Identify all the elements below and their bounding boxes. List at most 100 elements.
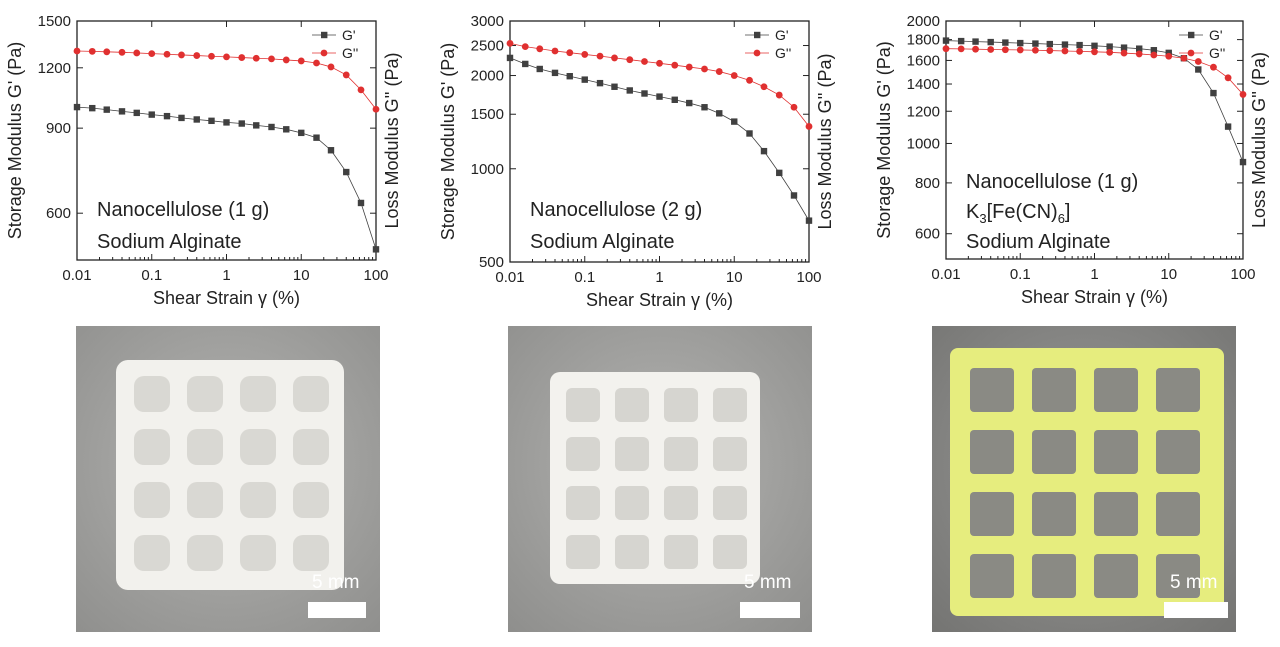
x-tick-label: 1 <box>222 267 230 284</box>
legend-marker <box>320 49 328 57</box>
scaffold-pore <box>1094 554 1138 598</box>
scaffold-pore <box>615 486 649 520</box>
data-point-circle <box>957 45 965 53</box>
data-point-circle <box>671 61 679 69</box>
chart-3: 0.01 0.1 1 10 100 600 800 1000 1200 1400 1600 1800 2… <box>874 13 1269 307</box>
data-point-square <box>313 134 320 141</box>
data-point-square <box>163 112 171 120</box>
scaffold-pore <box>713 535 747 569</box>
scaffold-pore <box>293 535 329 571</box>
data-point-square <box>268 123 275 131</box>
x-tick-label: 1 <box>1090 266 1098 283</box>
data-point-square <box>641 90 648 97</box>
data-point-circle <box>566 49 574 57</box>
data-point-circle <box>1032 46 1039 54</box>
data-point-square <box>133 109 140 117</box>
series-g-double-prime <box>73 47 380 113</box>
data-point-square <box>746 130 753 137</box>
data-point-circle <box>656 59 663 67</box>
scaffold-pore <box>293 376 329 412</box>
scaffold-pore <box>713 388 747 422</box>
data-point-circle <box>1046 47 1054 54</box>
legend-marker <box>1188 31 1195 39</box>
scaffold-pore <box>1032 430 1076 474</box>
data-point-square <box>343 168 350 176</box>
annotation-line-3: Sodium Alginate <box>966 231 1111 253</box>
x-tick-label: 0.01 <box>931 266 960 283</box>
data-point-square <box>89 104 96 112</box>
data-point-square <box>1032 40 1039 47</box>
scaffold-pore <box>134 376 170 412</box>
data-point-circle <box>252 54 260 62</box>
data-point-square <box>957 37 965 45</box>
data-point-circle <box>357 86 365 94</box>
data-point-circle <box>133 49 141 57</box>
annotation-line-1: Nanocellulose (1 g) <box>966 171 1138 193</box>
data-point-square <box>1002 39 1009 46</box>
data-point-square <box>760 147 768 155</box>
scaffold-pore <box>134 429 170 465</box>
annotation-line-2: Sodium Alginate <box>530 231 675 253</box>
x-tick-label: 100 <box>796 269 821 286</box>
data-point-square <box>522 60 529 68</box>
data-point-circle <box>760 83 768 91</box>
x-tick-label: 0.01 <box>495 269 524 286</box>
x-tick-label: 10 <box>1160 266 1177 283</box>
scaffold-body <box>116 360 344 590</box>
y-tick-label: 1400 <box>907 76 940 93</box>
data-point-circle <box>297 57 305 65</box>
scaffold-pore <box>1156 430 1200 474</box>
scale-bar <box>740 602 800 618</box>
y-tick-label: 1500 <box>471 106 504 123</box>
data-point-square <box>208 117 215 125</box>
legend-entry: G'' <box>312 45 358 61</box>
scale-bar-label: 5 mm <box>1170 572 1218 593</box>
scaffold-pore <box>187 535 223 571</box>
data-point-circle <box>611 54 618 62</box>
scaffold-body <box>950 348 1224 616</box>
y-axis-label-right: Loss Modulus G'' (Pa) <box>1249 52 1269 228</box>
scaffold-pore <box>664 437 698 471</box>
data-point-square <box>1076 41 1083 49</box>
data-point-square <box>1239 158 1247 166</box>
data-point-circle <box>88 47 96 55</box>
y-tick-label: 2000 <box>907 13 940 30</box>
x-axis-label: Shear Strain γ (%) <box>586 290 733 310</box>
data-point-circle <box>1224 74 1232 82</box>
data-point-circle <box>1001 46 1009 54</box>
data-point-square <box>1195 66 1202 73</box>
legend-entry: G'' <box>745 45 791 61</box>
series-g-double-prime <box>506 39 813 130</box>
scaffold-pore <box>664 486 698 520</box>
scaffold-pore <box>1094 492 1138 536</box>
legend-entry: G'' <box>1179 45 1225 61</box>
y-tick-label: 2500 <box>471 38 504 55</box>
data-point-circle <box>1061 47 1069 55</box>
scaffold-pore <box>970 368 1014 412</box>
data-point-square <box>238 120 245 127</box>
series-g-prime <box>506 54 813 224</box>
scaffold-pore <box>970 554 1014 598</box>
data-point-square <box>790 192 798 199</box>
x-tick-label: 0.01 <box>62 267 91 284</box>
y-axis-label-left: Storage Modulus G' (Pa) <box>5 42 25 240</box>
data-point-circle <box>73 47 81 55</box>
y-tick-label: 900 <box>46 120 71 137</box>
y-axis-label-right: Loss Modulus G'' (Pa) <box>382 53 402 229</box>
data-point-circle <box>282 56 290 64</box>
plot-frame <box>945 20 1244 260</box>
annotation-line-1: Nanocellulose (1 g) <box>97 199 269 221</box>
y-axis-label-left: Storage Modulus G' (Pa) <box>874 41 894 239</box>
y-tick-label: 600 <box>46 205 71 222</box>
scaffold-pore <box>134 535 170 571</box>
photo-scaffold-3: 5 mm <box>932 326 1236 632</box>
data-point-square <box>776 169 783 177</box>
data-point-circle <box>536 45 544 53</box>
legend-label: G' <box>342 27 356 43</box>
x-tick-label: 0.1 <box>1010 266 1031 283</box>
chart-1: 0.01 0.1 1 10 100 600 900 1200 1500 Shear Strain … <box>5 13 402 308</box>
scale-bar-label: 5 mm <box>744 572 792 593</box>
scaffold-pore <box>1156 554 1200 598</box>
data-point-circle <box>972 45 979 53</box>
data-point-square <box>327 147 335 154</box>
